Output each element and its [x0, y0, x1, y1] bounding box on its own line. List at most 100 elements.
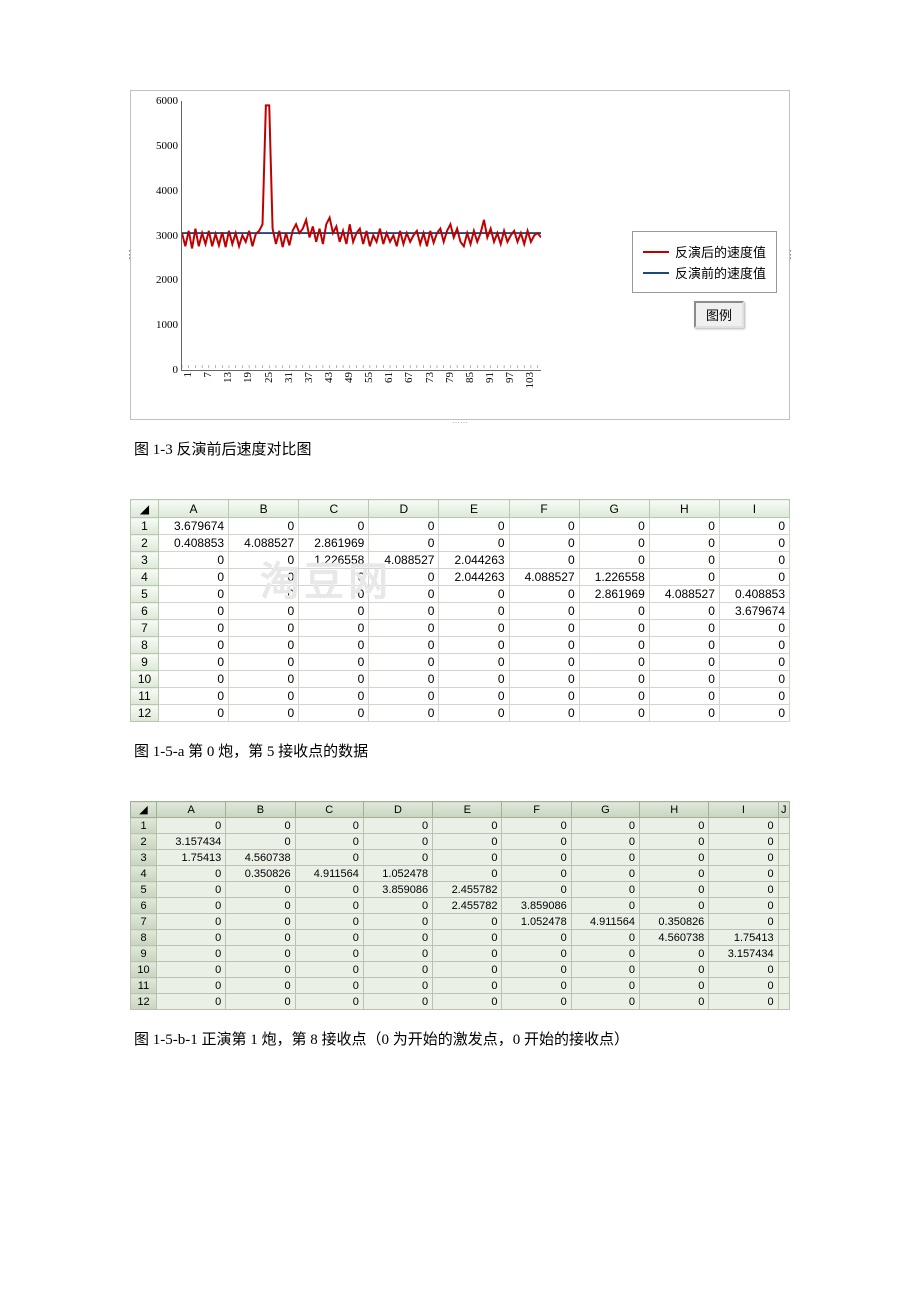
table-cell[interactable]: 0: [709, 866, 778, 882]
table-cell[interactable]: 0: [509, 586, 579, 603]
table-cell[interactable]: 0: [157, 978, 226, 994]
table-cell[interactable]: 0: [299, 637, 369, 654]
row-header-11[interactable]: 11: [131, 688, 159, 705]
row-header-9[interactable]: 9: [131, 946, 157, 962]
table-cell[interactable]: 0: [571, 850, 639, 866]
table-cell[interactable]: 0: [571, 834, 639, 850]
row-header-9[interactable]: 9: [131, 654, 159, 671]
table-cell[interactable]: 4.088527: [229, 535, 299, 552]
table-cell[interactable]: 0: [649, 603, 719, 620]
table-cell[interactable]: 0: [299, 518, 369, 535]
table-cell[interactable]: 3.859086: [502, 898, 571, 914]
table-cell[interactable]: 0: [295, 962, 363, 978]
col-header-D[interactable]: D: [369, 500, 439, 518]
table-cell[interactable]: 0: [579, 552, 649, 569]
table-cell[interactable]: 0: [640, 882, 709, 898]
table-cell[interactable]: 0: [579, 637, 649, 654]
table-cell[interactable]: 1.052478: [502, 914, 571, 930]
table-cell[interactable]: 0: [509, 620, 579, 637]
row-header-8[interactable]: 8: [131, 930, 157, 946]
table-cell[interactable]: 0: [157, 818, 226, 834]
table-cell[interactable]: 0: [719, 620, 789, 637]
row-header-12[interactable]: 12: [131, 705, 159, 722]
table-cell[interactable]: 0: [229, 688, 299, 705]
table-cell[interactable]: 0: [579, 654, 649, 671]
row-header-1[interactable]: 1: [131, 518, 159, 535]
table-cell[interactable]: 0: [579, 518, 649, 535]
table-cell[interactable]: 0: [719, 688, 789, 705]
row-header-3[interactable]: 3: [131, 552, 159, 569]
table-cell[interactable]: 0: [502, 818, 571, 834]
table-cell[interactable]: 0: [719, 552, 789, 569]
table-cell[interactable]: 0: [226, 818, 295, 834]
resize-handle-left[interactable]: ⋮: [124, 248, 135, 261]
legend-button[interactable]: 图例: [694, 301, 744, 328]
table-cell[interactable]: 0: [640, 994, 709, 1010]
table-cell[interactable]: 0: [640, 866, 709, 882]
col-header-I[interactable]: I: [719, 500, 789, 518]
table-cell[interactable]: 0: [159, 671, 229, 688]
table-cell[interactable]: 0: [640, 946, 709, 962]
row-header-11[interactable]: 11: [131, 978, 157, 994]
col-header-F[interactable]: F: [509, 500, 579, 518]
table-cell[interactable]: 0: [571, 898, 639, 914]
table-cell[interactable]: 0: [439, 688, 509, 705]
table-cell[interactable]: 0: [502, 994, 571, 1010]
table-cell[interactable]: 4.911564: [571, 914, 639, 930]
table-cell[interactable]: 0: [299, 654, 369, 671]
table-cell[interactable]: 0: [433, 930, 502, 946]
table-cell[interactable]: 0: [295, 994, 363, 1010]
table-cell[interactable]: 2.861969: [299, 535, 369, 552]
table-cell[interactable]: 0: [295, 914, 363, 930]
table-cell[interactable]: 0: [571, 978, 639, 994]
table-cell[interactable]: 0: [363, 994, 432, 1010]
table-cell[interactable]: 0: [649, 620, 719, 637]
table-cell[interactable]: 0: [159, 637, 229, 654]
table-cell[interactable]: 0: [295, 850, 363, 866]
table-cell[interactable]: 0: [571, 994, 639, 1010]
table-cell[interactable]: 0: [509, 654, 579, 671]
table-cell[interactable]: 0: [649, 518, 719, 535]
table-cell[interactable]: 0: [226, 962, 295, 978]
table-cell[interactable]: 0: [295, 882, 363, 898]
table-cell[interactable]: [778, 914, 789, 930]
table-cell[interactable]: 0: [157, 930, 226, 946]
table-cell[interactable]: 0: [502, 850, 571, 866]
table-cell[interactable]: 0: [369, 688, 439, 705]
row-header-6[interactable]: 6: [131, 898, 157, 914]
table-cell[interactable]: 0: [571, 866, 639, 882]
table-cell[interactable]: 2.044263: [439, 569, 509, 586]
table-cell[interactable]: 0: [363, 850, 432, 866]
row-header-2[interactable]: 2: [131, 535, 159, 552]
table-cell[interactable]: 1.226558: [579, 569, 649, 586]
table-cell[interactable]: 0: [369, 603, 439, 620]
col-header-C[interactable]: C: [295, 802, 363, 818]
table-cell[interactable]: 0: [719, 671, 789, 688]
table-cell[interactable]: 0: [571, 962, 639, 978]
table-cell[interactable]: 0: [640, 898, 709, 914]
table-cell[interactable]: 0: [159, 620, 229, 637]
table-cell[interactable]: 0: [229, 671, 299, 688]
table-cell[interactable]: 0: [157, 946, 226, 962]
col-header-E[interactable]: E: [433, 802, 502, 818]
table-cell[interactable]: 0: [295, 978, 363, 994]
table-cell[interactable]: 0: [709, 994, 778, 1010]
table-cell[interactable]: 0: [509, 671, 579, 688]
table-cell[interactable]: 0: [369, 518, 439, 535]
table-cell[interactable]: 0: [439, 671, 509, 688]
table-cell[interactable]: 0: [719, 654, 789, 671]
table-cell[interactable]: 0: [226, 946, 295, 962]
col-header-H[interactable]: H: [640, 802, 709, 818]
table-cell[interactable]: 0: [509, 637, 579, 654]
table-cell[interactable]: 0: [571, 930, 639, 946]
table-cell[interactable]: 0: [649, 552, 719, 569]
table-cell[interactable]: 0: [295, 834, 363, 850]
table-cell[interactable]: 0.408853: [719, 586, 789, 603]
table-cell[interactable]: 0: [502, 866, 571, 882]
table-cell[interactable]: 0: [299, 603, 369, 620]
table-cell[interactable]: 0: [509, 518, 579, 535]
table-cell[interactable]: 2.455782: [433, 882, 502, 898]
table-cell[interactable]: 0: [369, 535, 439, 552]
table-cell[interactable]: 0: [363, 946, 432, 962]
table-cell[interactable]: 0: [433, 994, 502, 1010]
